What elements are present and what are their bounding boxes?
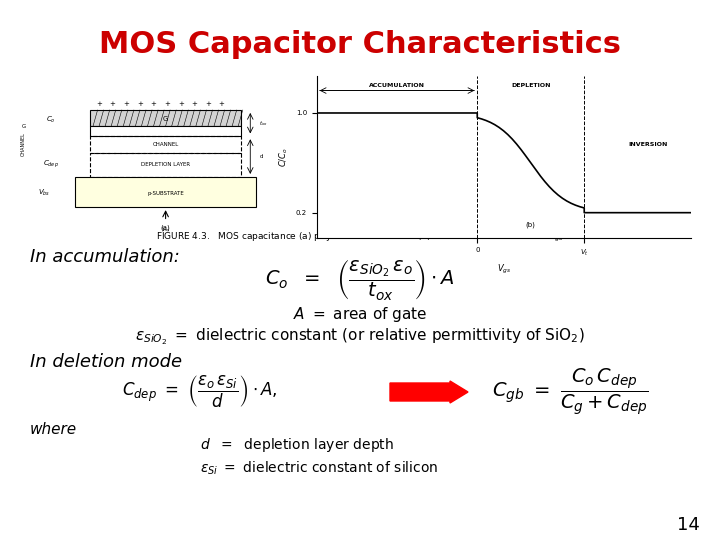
Bar: [75, 177, 256, 207]
Text: +: +: [109, 101, 116, 107]
X-axis label: $V_{gs}$: $V_{gs}$: [497, 263, 511, 276]
Y-axis label: $C/C_o$: $C/C_o$: [278, 147, 290, 166]
Text: FIGURE 4.3.   MOS capacitance (a) physical structure and (b) variation as a func: FIGURE 4.3. MOS capacitance (a) physical…: [156, 231, 564, 244]
Text: (b): (b): [526, 222, 536, 228]
Text: DEPLETION LAYER: DEPLETION LAYER: [141, 162, 190, 167]
Bar: [90, 126, 241, 136]
Text: +: +: [178, 101, 184, 107]
Text: d: d: [259, 154, 263, 159]
Text: CHANNEL: CHANNEL: [153, 142, 179, 147]
Text: In deletion mode: In deletion mode: [30, 353, 182, 371]
Text: p-SUBSTRATE: p-SUBSTRATE: [147, 191, 184, 195]
Text: +: +: [96, 101, 102, 107]
Text: DEPLETION: DEPLETION: [511, 83, 551, 88]
Text: $C_{dep}$: $C_{dep}$: [42, 159, 58, 171]
Text: CHANNEL: CHANNEL: [21, 132, 26, 157]
Text: $C_{dep}\ =\ \left( \dfrac{\varepsilon_o\,\varepsilon_{Si}}{d} \right) \cdot A,$: $C_{dep}\ =\ \left( \dfrac{\varepsilon_o…: [122, 374, 278, 410]
FancyArrow shape: [390, 381, 468, 403]
Text: $\varepsilon_{Si}\ =\ \mathrm{dielectric\ constant\ of\ silicon}$: $\varepsilon_{Si}\ =\ \mathrm{dielectric…: [200, 460, 438, 477]
Text: (a): (a): [161, 224, 171, 231]
Text: $V_{bs}$: $V_{bs}$: [38, 188, 51, 198]
Text: G: G: [163, 116, 168, 122]
Text: $C_o$: $C_o$: [46, 115, 55, 125]
Bar: [90, 152, 241, 177]
Text: +: +: [164, 101, 170, 107]
Text: +: +: [219, 101, 225, 107]
Text: G: G: [22, 124, 26, 129]
Text: +: +: [150, 101, 156, 107]
Text: In accumulation:: In accumulation:: [30, 248, 180, 266]
Text: $d\ \ =\ \ \mathrm{depletion\ layer\ depth}$: $d\ \ =\ \ \mathrm{depletion\ layer\ dep…: [200, 436, 394, 454]
Text: +: +: [205, 101, 211, 107]
Text: 14: 14: [677, 516, 700, 534]
Text: $t_{ox}$: $t_{ox}$: [259, 119, 268, 127]
Text: $V_{ss}$: $V_{ss}$: [161, 226, 171, 234]
Text: $C_{gb}\ =\ \dfrac{C_o\,C_{dep}}{C_g + C_{dep}}$: $C_{gb}\ =\ \dfrac{C_o\,C_{dep}}{C_g + C…: [492, 367, 649, 417]
Bar: [90, 136, 241, 152]
Text: where: where: [30, 422, 77, 437]
Text: MOS Capacitor Characteristics: MOS Capacitor Characteristics: [99, 30, 621, 59]
Text: $C_o\ \ =\ \ \left( \dfrac{\varepsilon_{SiO_2}\, \varepsilon_o}{t_{ox}} \right) : $C_o\ \ =\ \ \left( \dfrac{\varepsilon_{…: [265, 258, 455, 302]
Text: ACCUMULATION: ACCUMULATION: [369, 83, 425, 88]
Text: $\varepsilon_{SiO_2}\ =\ \mathrm{dielectric\ constant\ (or\ relative\ permittivi: $\varepsilon_{SiO_2}\ =\ \mathrm{dielect…: [135, 327, 585, 347]
Text: $A\ =\ \mathrm{area\ of\ gate}$: $A\ =\ \mathrm{area\ of\ gate}$: [293, 306, 427, 325]
Text: INVERSION: INVERSION: [629, 141, 668, 147]
Text: +: +: [192, 101, 197, 107]
Bar: [90, 110, 241, 126]
Text: +: +: [123, 101, 129, 107]
Text: +: +: [137, 101, 143, 107]
